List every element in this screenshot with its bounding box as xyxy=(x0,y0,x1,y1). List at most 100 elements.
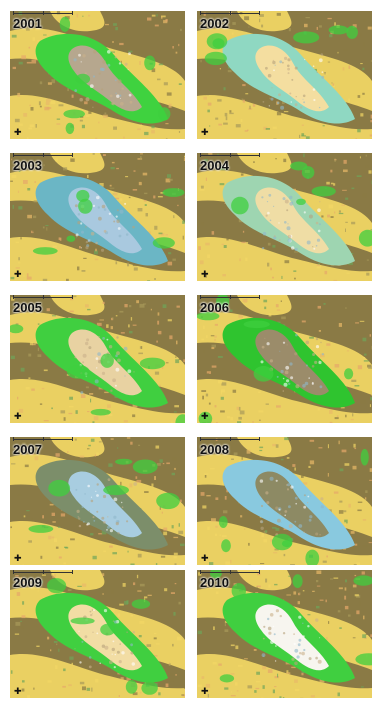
texture-speck xyxy=(226,13,229,18)
core-speck xyxy=(96,483,99,486)
core-speck xyxy=(87,484,90,488)
texture-speck xyxy=(17,92,21,97)
texture-speck xyxy=(43,420,49,422)
scale-bar-tick xyxy=(200,570,201,574)
texture-speck xyxy=(162,367,164,369)
core-speck xyxy=(113,515,117,519)
core-speck xyxy=(79,97,83,102)
texture-speck xyxy=(31,453,34,455)
core-speck xyxy=(288,382,291,385)
core-speck xyxy=(74,89,78,92)
texture-speck xyxy=(175,51,178,54)
texture-speck xyxy=(197,372,199,375)
texture-speck xyxy=(245,93,249,95)
texture-speck xyxy=(244,658,248,660)
texture-speck xyxy=(259,419,261,421)
vegetation-patch xyxy=(296,198,306,205)
core-speck xyxy=(317,654,321,658)
texture-speck xyxy=(274,676,279,679)
core-speck xyxy=(308,518,312,522)
core-speck xyxy=(131,662,135,666)
texture-speck xyxy=(30,107,34,111)
texture-speck xyxy=(151,125,155,129)
texture-speck xyxy=(357,509,362,512)
texture-speck xyxy=(173,556,177,559)
texture-speck xyxy=(276,12,281,16)
texture-speck xyxy=(362,92,365,95)
texture-speck xyxy=(199,187,205,191)
core-speck xyxy=(265,491,269,495)
texture-speck xyxy=(327,473,329,477)
vegetation-patch xyxy=(66,365,90,379)
texture-speck xyxy=(176,340,178,345)
texture-speck xyxy=(301,124,304,126)
texture-speck xyxy=(219,68,221,70)
texture-speck xyxy=(161,511,163,514)
core-speck xyxy=(309,515,313,519)
texture-speck xyxy=(213,626,215,630)
texture-speck xyxy=(281,316,286,320)
core-speck xyxy=(90,496,93,498)
texture-speck xyxy=(26,61,32,64)
texture-speck xyxy=(334,417,339,420)
texture-speck xyxy=(144,204,147,206)
texture-speck xyxy=(113,23,117,26)
core-speck xyxy=(115,367,120,372)
texture-speck xyxy=(293,295,297,299)
core-speck xyxy=(107,50,111,54)
texture-speck xyxy=(353,564,357,565)
texture-speck xyxy=(221,481,223,485)
texture-speck xyxy=(51,512,55,516)
texture-speck xyxy=(20,620,22,622)
scale-bar-tick xyxy=(43,570,44,574)
texture-speck xyxy=(369,404,371,408)
texture-speck xyxy=(29,342,34,346)
texture-speck xyxy=(222,274,226,277)
texture-speck xyxy=(32,343,36,346)
texture-speck xyxy=(23,113,28,117)
texture-speck xyxy=(177,204,179,207)
core-speck xyxy=(95,490,97,492)
texture-speck xyxy=(369,453,371,458)
core-speck xyxy=(284,510,288,513)
texture-speck xyxy=(37,323,40,325)
texture-speck xyxy=(316,580,319,583)
texture-speck xyxy=(37,347,39,352)
core-speck xyxy=(303,101,305,104)
texture-speck xyxy=(290,564,295,565)
texture-speck xyxy=(92,421,95,423)
texture-speck xyxy=(90,533,94,536)
texture-speck xyxy=(14,633,20,635)
texture-speck xyxy=(14,118,20,123)
texture-speck xyxy=(104,391,109,394)
texture-speck xyxy=(305,136,310,139)
texture-speck xyxy=(338,210,341,213)
texture-speck xyxy=(172,457,177,461)
core-speck xyxy=(95,241,98,245)
core-speck xyxy=(273,235,276,237)
texture-speck xyxy=(209,562,214,565)
core-speck xyxy=(116,336,119,339)
texture-speck xyxy=(52,315,56,317)
texture-speck xyxy=(244,528,246,530)
core-speck xyxy=(78,53,81,57)
scale-bar-tick xyxy=(43,153,44,157)
core-speck xyxy=(286,379,290,383)
texture-speck xyxy=(138,181,142,186)
core-speck xyxy=(302,635,305,638)
core-speck xyxy=(282,390,285,392)
texture-speck xyxy=(221,390,223,395)
texture-speck xyxy=(156,340,158,343)
texture-speck xyxy=(103,114,108,118)
texture-speck xyxy=(165,683,169,687)
texture-speck xyxy=(345,228,346,232)
core-speck xyxy=(112,640,115,643)
texture-speck xyxy=(36,164,41,168)
texture-speck xyxy=(21,26,27,28)
core-speck xyxy=(287,58,291,62)
core-speck xyxy=(109,660,113,665)
texture-speck xyxy=(70,297,74,301)
texture-speck xyxy=(127,262,130,267)
texture-speck xyxy=(50,649,52,652)
texture-speck xyxy=(238,314,243,318)
